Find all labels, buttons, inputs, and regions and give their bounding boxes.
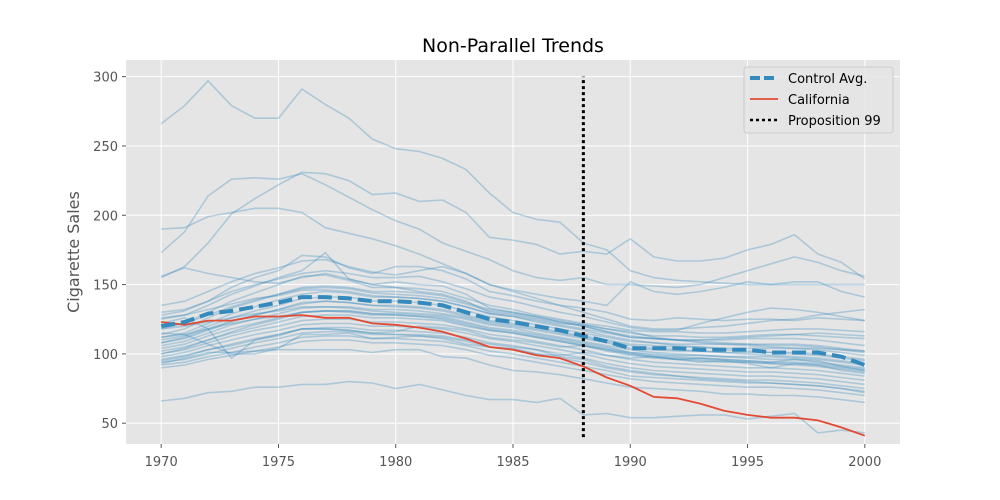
control-state-line-31: [161, 286, 865, 354]
legend-box: [743, 66, 894, 134]
x-tick-label: 1980: [379, 455, 412, 470]
control-state-line-12: [161, 296, 865, 352]
x-tick-label: 1970: [145, 455, 178, 470]
control-state-line-27: [161, 380, 865, 434]
control-state-line-34: [161, 310, 865, 373]
x-tick-label: 2000: [848, 455, 881, 470]
y-tick-label: 250: [93, 140, 118, 155]
control-state-line-8: [161, 251, 865, 341]
legend-proposition-99-label: Proposition 99: [788, 114, 881, 129]
x-axis: 1970 1975 1980 1985 1990 1995 2000: [145, 444, 881, 470]
y-axis: 50 100 150 200 250 300: [93, 71, 126, 432]
control-state-line-19: [161, 326, 865, 386]
control-state-line-15: [161, 310, 865, 366]
legend-california-label: California: [788, 93, 850, 108]
control-state-line-23: [161, 316, 865, 372]
legend-control-avg-label: Control Avg.: [788, 72, 867, 87]
control-state-line-10: [161, 285, 865, 340]
series-layer: [160, 76, 866, 438]
control-state-line-28: [161, 305, 865, 369]
california-line: [161, 314, 866, 437]
control-state-line-6: [161, 258, 865, 322]
y-tick-label: 200: [93, 209, 118, 224]
control-state-line-3: [160, 172, 865, 289]
x-tick-label: 1985: [496, 455, 529, 470]
y-tick-label: 150: [93, 279, 118, 294]
control-state-line-33: [161, 300, 865, 365]
control-state-line-16: [161, 314, 865, 372]
control-state-line-30: [161, 289, 865, 362]
control-state-line-11: [161, 290, 865, 347]
legend: Control Avg. California Proposition 99: [743, 66, 894, 134]
chart-title: Non-Parallel Trends: [422, 35, 604, 57]
x-tick-label: 1995: [731, 455, 764, 470]
control-state-line-14: [161, 305, 865, 361]
control-state-line-13: [161, 300, 865, 357]
control-state-line-1: [160, 79, 865, 286]
control-state-line-4: [160, 171, 866, 280]
control-state-line-5: [160, 267, 865, 352]
control-state-line-2: [161, 207, 865, 307]
y-axis-label: Cigarette Sales: [64, 191, 83, 313]
control-state-line-25: [161, 328, 865, 394]
control-state-line-9: [161, 274, 865, 334]
control-state-line-18: [161, 322, 865, 381]
control-state-line-24: [161, 332, 865, 375]
x-tick-label: 1990: [614, 455, 647, 470]
control-state-line-17: [161, 318, 865, 377]
control-state-line-32: [161, 269, 865, 332]
control-state-line-22: [161, 339, 865, 397]
y-tick-label: 50: [101, 417, 118, 432]
x-tick-label: 1975: [262, 455, 295, 470]
y-tick-label: 300: [93, 71, 118, 86]
control-state-line-7: [161, 254, 865, 330]
control-state-line-21: [161, 335, 865, 393]
y-tick-label: 100: [93, 348, 118, 363]
control-state-line-26: [161, 348, 865, 404]
